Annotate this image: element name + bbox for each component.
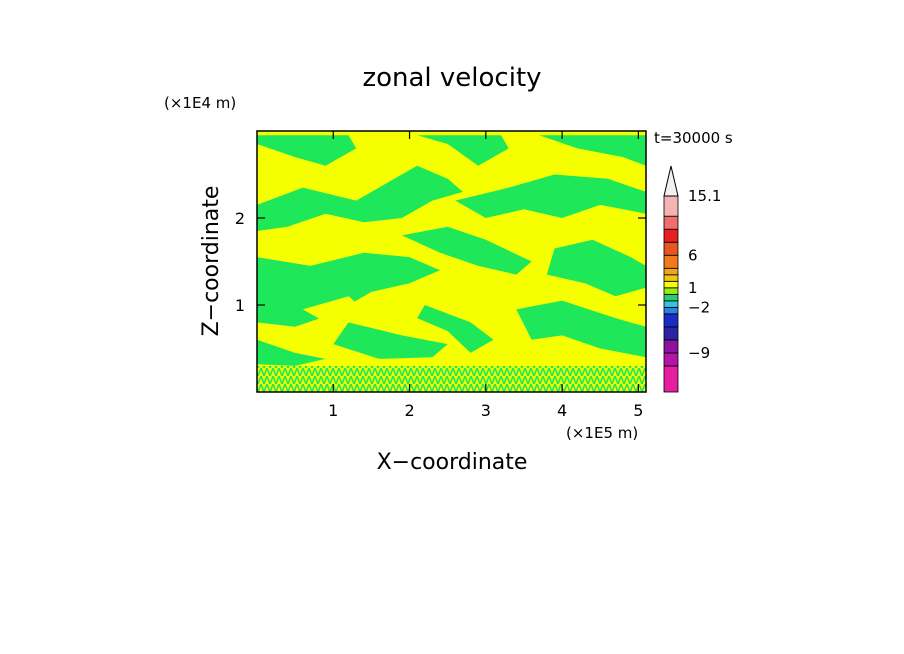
colorbar-band — [663, 293, 679, 302]
x-axis-label: X−coordinate — [377, 450, 528, 475]
contour-region-negative — [417, 305, 494, 353]
contour-region-positive — [302, 296, 364, 323]
colorbar-band — [663, 215, 679, 230]
contour-region-negative — [546, 239, 646, 297]
contour-region-negative — [257, 252, 441, 327]
colorbar-band — [663, 339, 679, 354]
contour-region-negative — [417, 135, 509, 166]
contour-region-negative — [257, 339, 326, 366]
x-tick-label: 3 — [481, 401, 491, 420]
time-label: t=30000 s — [654, 129, 733, 147]
surface-noise-band — [257, 366, 646, 392]
colorbar-band — [663, 274, 679, 282]
colorbar-band — [663, 352, 679, 367]
plot-area — [257, 131, 646, 392]
colorbar-band — [663, 287, 679, 295]
contour-region-positive — [508, 216, 532, 227]
y-scale-label: (×1E4 m) — [164, 94, 236, 112]
colorbar-band — [663, 280, 679, 289]
y-axis-label: Z−coordinate — [199, 186, 224, 337]
colorbar: 15.1 6 1−2 −9 — [663, 165, 721, 393]
colorbar-label: 15.1 — [688, 187, 721, 205]
contour-region-negative — [333, 322, 448, 359]
chart-title: zonal velocity — [362, 63, 541, 93]
x-scale-label: (×1E5 m) — [566, 424, 638, 442]
colorbar-band — [663, 306, 679, 315]
colorbar-label: −9 — [688, 344, 710, 362]
x-tick-label: 1 — [328, 401, 338, 420]
colorbar-label: −2 — [688, 298, 710, 316]
x-axis-ticks: 1 2 3 4 5 — [328, 131, 643, 420]
colorbar-label: 1 — [688, 279, 698, 297]
colorbar-band — [663, 365, 679, 393]
colorbar-band — [663, 326, 679, 341]
contour-regions — [257, 135, 646, 366]
contour-region-negative — [516, 300, 646, 358]
y-tick-label: 2 — [235, 209, 245, 228]
y-axis-ticks: 12 — [235, 209, 646, 315]
colorbar-band — [663, 241, 679, 256]
contour-region-negative — [401, 226, 532, 275]
x-tick-label: 5 — [633, 401, 643, 420]
contour-region-negative — [257, 135, 357, 166]
colorbar-band — [663, 267, 679, 276]
colorbar-label: 6 — [688, 246, 698, 264]
colorbar-band — [663, 313, 679, 328]
plot-frame — [256, 130, 647, 393]
contour-region-negative — [455, 174, 646, 218]
colorbar-band — [663, 195, 679, 217]
contour-region-negative — [539, 135, 646, 166]
y-tick-label: 1 — [235, 296, 245, 315]
colorbar-band — [663, 228, 679, 243]
colorbar-band — [663, 300, 679, 308]
contour-region-negative — [257, 165, 463, 231]
colorbar-extend-triangle — [663, 165, 679, 197]
x-tick-label: 4 — [557, 401, 567, 420]
colorbar-band — [663, 254, 679, 269]
x-tick-label: 2 — [404, 401, 414, 420]
